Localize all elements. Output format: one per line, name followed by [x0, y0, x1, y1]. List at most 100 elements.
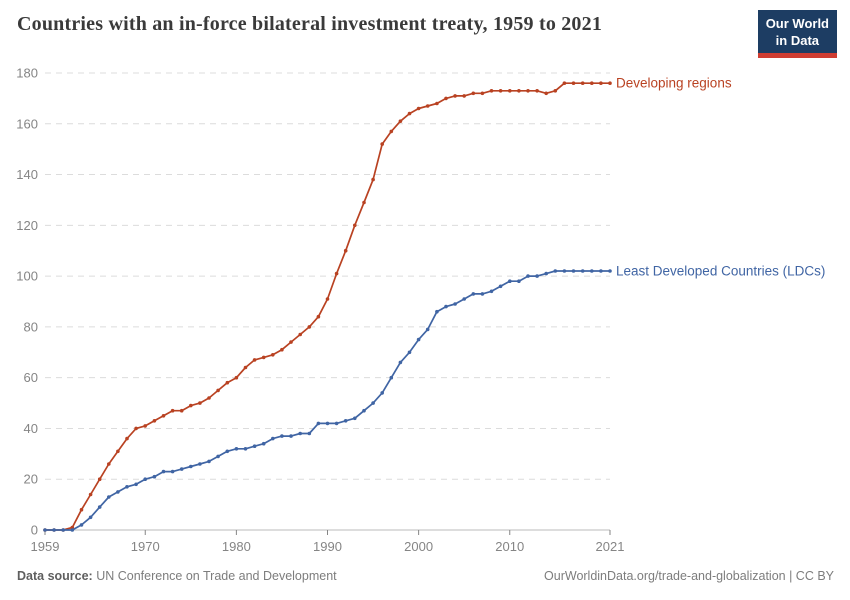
data-point-least-developed-countries-ldcs[interactable]	[207, 459, 211, 464]
data-point-least-developed-countries-ldcs[interactable]	[498, 284, 503, 289]
data-point-least-developed-countries-ldcs[interactable]	[52, 528, 56, 532]
data-point-least-developed-countries-ldcs[interactable]	[580, 269, 585, 273]
data-point-developing-regions[interactable]	[97, 477, 102, 482]
data-point-developing-regions[interactable]	[88, 492, 93, 497]
data-point-least-developed-countries-ldcs[interactable]	[489, 289, 494, 294]
data-point-developing-regions[interactable]	[170, 408, 175, 413]
data-point-least-developed-countries-ldcs[interactable]	[380, 391, 385, 395]
data-point-least-developed-countries-ldcs[interactable]	[143, 477, 147, 482]
data-point-least-developed-countries-ldcs[interactable]	[444, 304, 448, 309]
data-point-least-developed-countries-ldcs[interactable]	[608, 269, 612, 273]
data-point-least-developed-countries-ldcs[interactable]	[599, 269, 603, 273]
data-point-developing-regions[interactable]	[325, 297, 330, 301]
data-point-developing-regions[interactable]	[544, 91, 548, 96]
data-point-least-developed-countries-ldcs[interactable]	[243, 447, 248, 451]
data-point-developing-regions[interactable]	[343, 248, 348, 253]
data-point-developing-regions[interactable]	[116, 449, 120, 454]
data-point-developing-regions[interactable]	[198, 401, 202, 405]
data-point-least-developed-countries-ldcs[interactable]	[198, 462, 202, 466]
data-point-developing-regions[interactable]	[407, 111, 412, 116]
data-point-least-developed-countries-ldcs[interactable]	[398, 360, 403, 365]
data-point-developing-regions[interactable]	[553, 89, 558, 93]
data-point-least-developed-countries-ldcs[interactable]	[362, 408, 366, 413]
data-point-developing-regions[interactable]	[189, 403, 193, 408]
data-point-developing-regions[interactable]	[252, 358, 257, 362]
data-point-least-developed-countries-ldcs[interactable]	[462, 297, 467, 301]
data-point-developing-regions[interactable]	[289, 340, 293, 344]
data-point-developing-regions[interactable]	[362, 200, 366, 205]
data-point-developing-regions[interactable]	[179, 408, 184, 413]
data-point-least-developed-countries-ldcs[interactable]	[425, 327, 430, 332]
data-point-developing-regions[interactable]	[416, 106, 421, 111]
attribution-link[interactable]: OurWorldinData.org/trade-and-globalizati…	[544, 569, 834, 583]
data-point-developing-regions[interactable]	[371, 177, 375, 182]
data-point-developing-regions[interactable]	[526, 89, 530, 93]
data-point-least-developed-countries-ldcs[interactable]	[189, 464, 193, 469]
data-point-developing-regions[interactable]	[125, 436, 129, 441]
data-point-developing-regions[interactable]	[316, 314, 321, 319]
data-point-least-developed-countries-ldcs[interactable]	[407, 350, 412, 355]
data-point-least-developed-countries-ldcs[interactable]	[107, 495, 111, 499]
data-point-developing-regions[interactable]	[389, 129, 394, 134]
data-point-least-developed-countries-ldcs[interactable]	[116, 490, 120, 494]
data-point-developing-regions[interactable]	[380, 142, 385, 146]
data-point-developing-regions[interactable]	[571, 81, 576, 85]
data-point-least-developed-countries-ldcs[interactable]	[234, 447, 239, 451]
data-point-least-developed-countries-ldcs[interactable]	[316, 421, 321, 426]
data-point-least-developed-countries-ldcs[interactable]	[61, 528, 65, 532]
data-point-least-developed-countries-ldcs[interactable]	[325, 421, 330, 426]
data-point-least-developed-countries-ldcs[interactable]	[216, 454, 220, 459]
data-point-least-developed-countries-ldcs[interactable]	[125, 485, 129, 489]
series-line-developing-regions[interactable]	[45, 82, 610, 531]
data-point-least-developed-countries-ldcs[interactable]	[334, 421, 339, 426]
data-point-developing-regions[interactable]	[535, 89, 539, 93]
data-point-least-developed-countries-ldcs[interactable]	[371, 401, 375, 405]
data-point-least-developed-countries-ldcs[interactable]	[298, 431, 303, 436]
data-point-developing-regions[interactable]	[107, 462, 111, 466]
data-point-least-developed-countries-ldcs[interactable]	[343, 419, 348, 423]
data-point-developing-regions[interactable]	[508, 89, 512, 93]
data-point-developing-regions[interactable]	[608, 81, 612, 85]
data-point-developing-regions[interactable]	[152, 419, 157, 423]
data-point-developing-regions[interactable]	[225, 380, 230, 385]
data-point-least-developed-countries-ldcs[interactable]	[79, 523, 84, 527]
data-point-developing-regions[interactable]	[562, 81, 567, 85]
data-point-developing-regions[interactable]	[580, 81, 585, 85]
owid-logo[interactable]: Our World in Data	[757, 10, 837, 59]
data-point-least-developed-countries-ldcs[interactable]	[435, 309, 439, 314]
data-point-least-developed-countries-ldcs[interactable]	[544, 271, 548, 276]
data-point-least-developed-countries-ldcs[interactable]	[453, 302, 457, 306]
data-point-least-developed-countries-ldcs[interactable]	[271, 436, 275, 441]
data-point-least-developed-countries-ldcs[interactable]	[70, 528, 75, 532]
data-point-least-developed-countries-ldcs[interactable]	[526, 274, 530, 278]
data-point-developing-regions[interactable]	[435, 101, 439, 106]
data-point-developing-regions[interactable]	[216, 388, 220, 393]
data-point-least-developed-countries-ldcs[interactable]	[252, 444, 257, 449]
data-point-least-developed-countries-ldcs[interactable]	[43, 528, 47, 532]
data-point-least-developed-countries-ldcs[interactable]	[389, 375, 394, 380]
data-point-developing-regions[interactable]	[471, 91, 476, 96]
data-point-developing-regions[interactable]	[599, 81, 603, 85]
data-point-developing-regions[interactable]	[134, 426, 138, 431]
data-point-least-developed-countries-ldcs[interactable]	[416, 337, 421, 342]
data-point-developing-regions[interactable]	[271, 353, 275, 357]
data-point-developing-regions[interactable]	[79, 507, 84, 512]
data-point-least-developed-countries-ldcs[interactable]	[553, 269, 558, 273]
data-point-least-developed-countries-ldcs[interactable]	[307, 431, 312, 436]
data-point-least-developed-countries-ldcs[interactable]	[134, 482, 138, 487]
data-point-developing-regions[interactable]	[143, 424, 147, 428]
data-point-least-developed-countries-ldcs[interactable]	[353, 416, 357, 421]
data-point-developing-regions[interactable]	[307, 325, 312, 329]
data-point-least-developed-countries-ldcs[interactable]	[535, 274, 539, 278]
data-point-least-developed-countries-ldcs[interactable]	[179, 467, 184, 471]
data-point-least-developed-countries-ldcs[interactable]	[261, 441, 266, 446]
data-point-least-developed-countries-ldcs[interactable]	[508, 279, 512, 284]
data-point-least-developed-countries-ldcs[interactable]	[170, 469, 175, 474]
data-point-least-developed-countries-ldcs[interactable]	[571, 269, 576, 273]
data-point-developing-regions[interactable]	[498, 89, 503, 93]
data-point-developing-regions[interactable]	[517, 89, 521, 93]
data-point-developing-regions[interactable]	[590, 81, 594, 85]
data-point-developing-regions[interactable]	[462, 94, 467, 98]
data-point-developing-regions[interactable]	[480, 91, 485, 96]
data-point-least-developed-countries-ldcs[interactable]	[517, 279, 521, 284]
